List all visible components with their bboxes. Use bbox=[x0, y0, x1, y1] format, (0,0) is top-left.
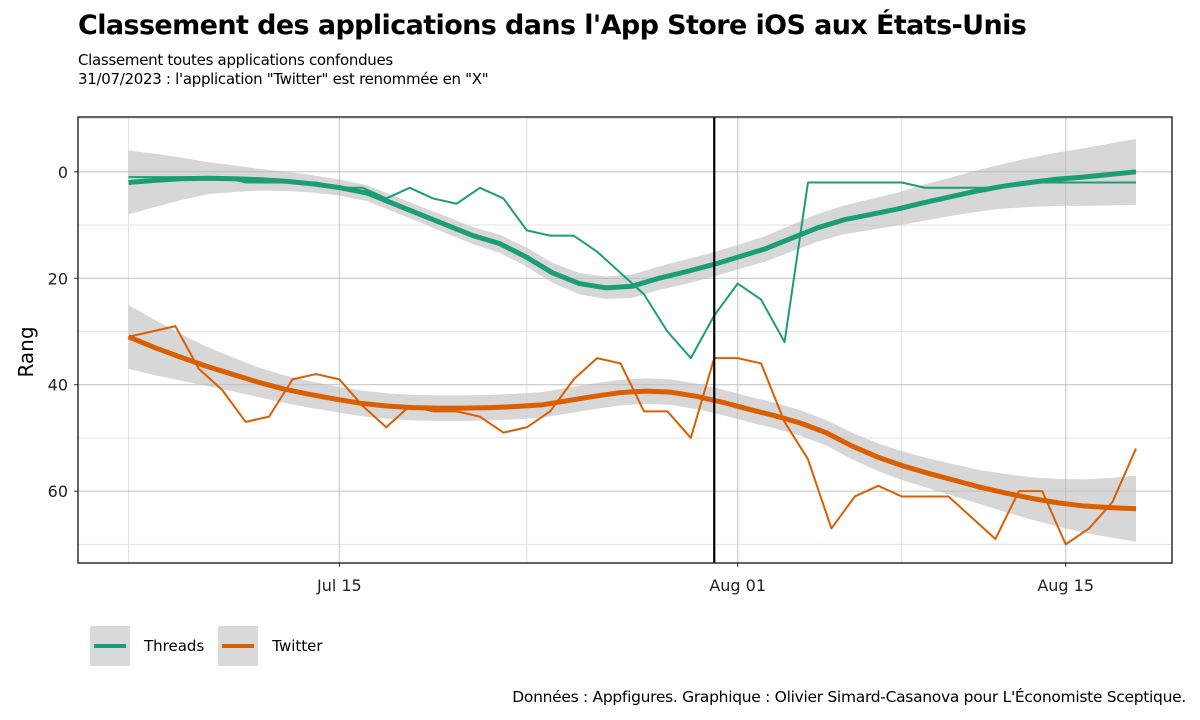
x-tick-label: Jul 15 bbox=[316, 576, 362, 595]
y-tick-label: 20 bbox=[48, 269, 68, 288]
twitter-daily-line bbox=[128, 325, 1137, 546]
y-tick-label: 40 bbox=[48, 376, 68, 395]
chart-subtitle: Classement toutes applications confondue… bbox=[78, 51, 393, 69]
chart-title: Classement des applications dans l'App S… bbox=[78, 10, 1027, 41]
twitter-smooth-line bbox=[127, 334, 1137, 512]
twitter-confidence-band bbox=[128, 304, 1137, 542]
x-tick-label: Aug 15 bbox=[1037, 576, 1094, 595]
legend-key-threads bbox=[90, 626, 130, 666]
chart-subtitle-note: 31/07/2023 : l'application "Twitter" est… bbox=[78, 70, 489, 88]
legend-key-twitter bbox=[218, 626, 259, 666]
threads-smooth-line bbox=[128, 169, 1137, 291]
y-tick-label: 0 bbox=[58, 163, 68, 182]
chart-caption: Données : Appfigures. Graphique : Olivie… bbox=[512, 688, 1186, 706]
legend-label-twitter: Twitter bbox=[272, 637, 323, 655]
y-tick-label: 60 bbox=[48, 482, 68, 501]
legend-label-threads: Threads bbox=[144, 637, 205, 655]
x-tick-label: Aug 01 bbox=[709, 576, 766, 595]
plot-border bbox=[77, 116, 1173, 564]
legend: Threads Twitter bbox=[90, 626, 337, 666]
